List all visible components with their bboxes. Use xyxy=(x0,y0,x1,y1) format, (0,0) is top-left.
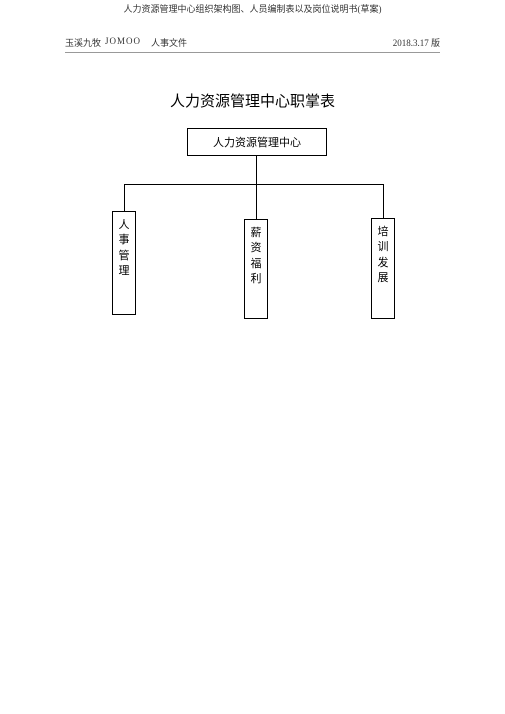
connector-child-1 xyxy=(124,184,125,211)
child-char: 培 xyxy=(378,225,389,240)
doc-type: 人事文件 xyxy=(151,36,187,49)
child-char: 发 xyxy=(378,256,389,271)
child-char: 事 xyxy=(119,233,130,248)
child-char: 资 xyxy=(251,241,262,256)
connector-horizontal xyxy=(124,184,384,185)
child-node-1: 薪资福利 xyxy=(244,219,268,319)
brand-name: JOMOO xyxy=(105,36,141,49)
child-char: 薪 xyxy=(251,226,262,241)
child-char: 人 xyxy=(119,218,130,233)
root-label: 人力资源管理中心 xyxy=(213,134,301,150)
chart-title: 人力资源管理中心职掌表 xyxy=(0,90,505,111)
child-node-2: 培训发展 xyxy=(371,218,395,319)
child-char: 管 xyxy=(119,249,130,264)
root-node: 人力资源管理中心 xyxy=(187,128,327,156)
version-label: 2018.3.17 版 xyxy=(393,36,440,49)
child-char: 理 xyxy=(119,264,130,279)
connector-child-2 xyxy=(256,184,257,219)
page-header: 人力资源管理中心组织架构图、人员编制表以及岗位说明书(草案) xyxy=(0,2,505,15)
child-char: 训 xyxy=(378,240,389,255)
child-char: 利 xyxy=(251,272,262,287)
sub-header: 玉溪九牧 JOMOO 人事文件 2018.3.17 版 xyxy=(65,36,440,53)
child-char: 展 xyxy=(378,271,389,286)
sub-header-left: 玉溪九牧 JOMOO 人事文件 xyxy=(65,36,187,49)
connector-root-down xyxy=(256,156,257,184)
child-node-0: 人事管理 xyxy=(112,211,136,315)
child-char: 福 xyxy=(251,257,262,272)
company-name: 玉溪九牧 xyxy=(65,36,101,49)
connector-child-3 xyxy=(383,184,384,218)
